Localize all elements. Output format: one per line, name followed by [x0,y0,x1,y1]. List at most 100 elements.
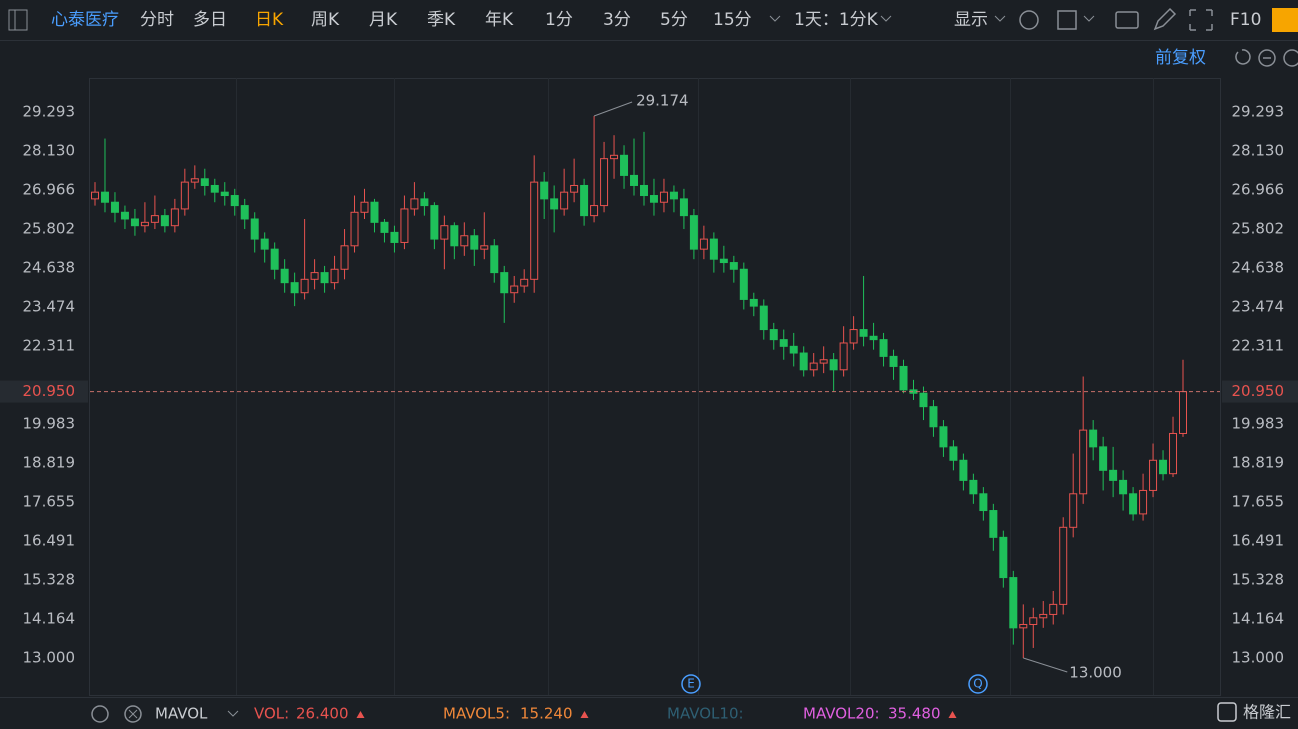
event-marker-label: Q [973,677,982,691]
period-tab[interactable]: 周K [311,10,340,30]
period-tabs: 分时 多日 日K 周K 月K 季K 年K 1分 3分 5分 15分 [140,10,752,30]
period-tab[interactable]: 月K [369,10,398,30]
indicator-close[interactable] [124,705,142,723]
candle-body [620,154,629,176]
candle-body [580,184,589,217]
period-tab[interactable]: 15分 [713,10,752,30]
candle-body [999,536,1008,579]
candle-body [1129,493,1138,515]
y-tick-label: 13.000 [23,649,76,667]
candle-body [1059,526,1068,605]
zoom-out[interactable] [1258,49,1276,67]
candle-body [420,198,429,207]
y-tick-label: 28.130 [23,141,76,159]
candle-body [260,238,269,250]
y2-tick-label: 23.474 [1232,297,1285,315]
draw-icon[interactable] [1153,7,1177,31]
candle-body [540,181,549,200]
up-arrow [356,711,365,718]
zoom-in[interactable] [1283,49,1298,67]
candle-body [749,298,758,307]
candle-body [879,339,888,357]
candle-body [919,392,928,408]
up-arrow [948,711,957,718]
last-price-label: 20.950 [23,382,76,400]
candle-body [839,342,848,371]
period-tab[interactable]: 5分 [660,10,688,30]
candle-body [1039,613,1048,619]
candle-body [200,178,209,186]
display-button[interactable]: 显示 [954,10,988,30]
y2-tick-label: 25.802 [1232,219,1285,237]
candle-body [440,225,449,240]
candle-body [689,215,698,250]
chevron [769,15,781,22]
y-tick-label: 16.491 [23,532,76,550]
candle-body [669,191,678,200]
candle-body [590,205,599,217]
period-tab[interactable]: 季K [427,10,456,30]
y2-tick-label: 29.293 [1232,102,1285,120]
candle-body [460,235,469,247]
event-marker-label: E [687,677,695,691]
candle-body [859,329,868,337]
candle-body [1149,459,1158,491]
candle-body [560,191,569,210]
y-tick-label: 14.164 [23,609,76,627]
indicator-label: MAVOL10: [667,705,744,723]
event-marker[interactable] [681,674,701,694]
candle-body [739,268,748,300]
chevron [994,15,1006,22]
min-leader [1023,657,1068,673]
indicator-name[interactable]: MAVOL [155,705,208,723]
candle-body [709,238,718,260]
y2-tick-label: 16.491 [1232,532,1285,550]
period-tab[interactable]: 年K [485,10,514,30]
candle-body [1069,493,1078,528]
settings-icon[interactable] [1019,10,1039,30]
color-icon[interactable] [1057,10,1077,30]
close-cross [128,709,138,719]
candle-body [280,268,289,284]
candle-body [530,181,539,280]
stock-name[interactable]: 心泰医疗 [51,10,119,30]
candle-body [300,278,309,294]
range-select[interactable]: 1天：1分K [794,10,879,30]
candle-body [100,191,109,203]
candle-body [190,178,199,183]
period-tab[interactable]: 多日 [193,10,227,30]
period-tab[interactable]: 日K [255,10,284,30]
min-label: 13.000 [1069,664,1122,682]
candle-body [510,285,519,294]
event-marker[interactable] [968,674,988,694]
y-tick-label: 24.638 [23,258,76,276]
candle-body [630,174,639,186]
undo-icon[interactable] [1235,49,1251,65]
candle-body [1089,429,1098,448]
side-tab[interactable] [1272,8,1298,32]
indicator-settings[interactable] [91,705,109,723]
f10-button[interactable]: F10 [1230,10,1261,30]
candle-body [110,201,119,213]
sidebar-icon[interactable] [8,9,28,31]
indicator-label: MAVOL5: [443,705,510,723]
adjust-button[interactable]: 前复权 [1155,48,1206,68]
fullscreen-icon[interactable] [1189,9,1213,31]
candle-body [170,208,179,227]
y2-tick-label: 17.655 [1232,493,1285,511]
candle-body [779,339,788,347]
period-tab[interactable]: 1分 [545,10,573,30]
camera-icon[interactable] [1115,11,1139,29]
candle-body [180,181,189,210]
candle-body [570,184,579,193]
last-price-box [1222,380,1298,403]
period-tab[interactable]: 3分 [603,10,631,30]
candle-body [470,235,479,250]
candle-body [240,205,249,220]
indicator-value: 35.480 [888,705,941,723]
period-tab[interactable]: 分时 [140,10,174,30]
candle-body [450,225,459,247]
y2-tick-label: 13.000 [1232,649,1285,667]
